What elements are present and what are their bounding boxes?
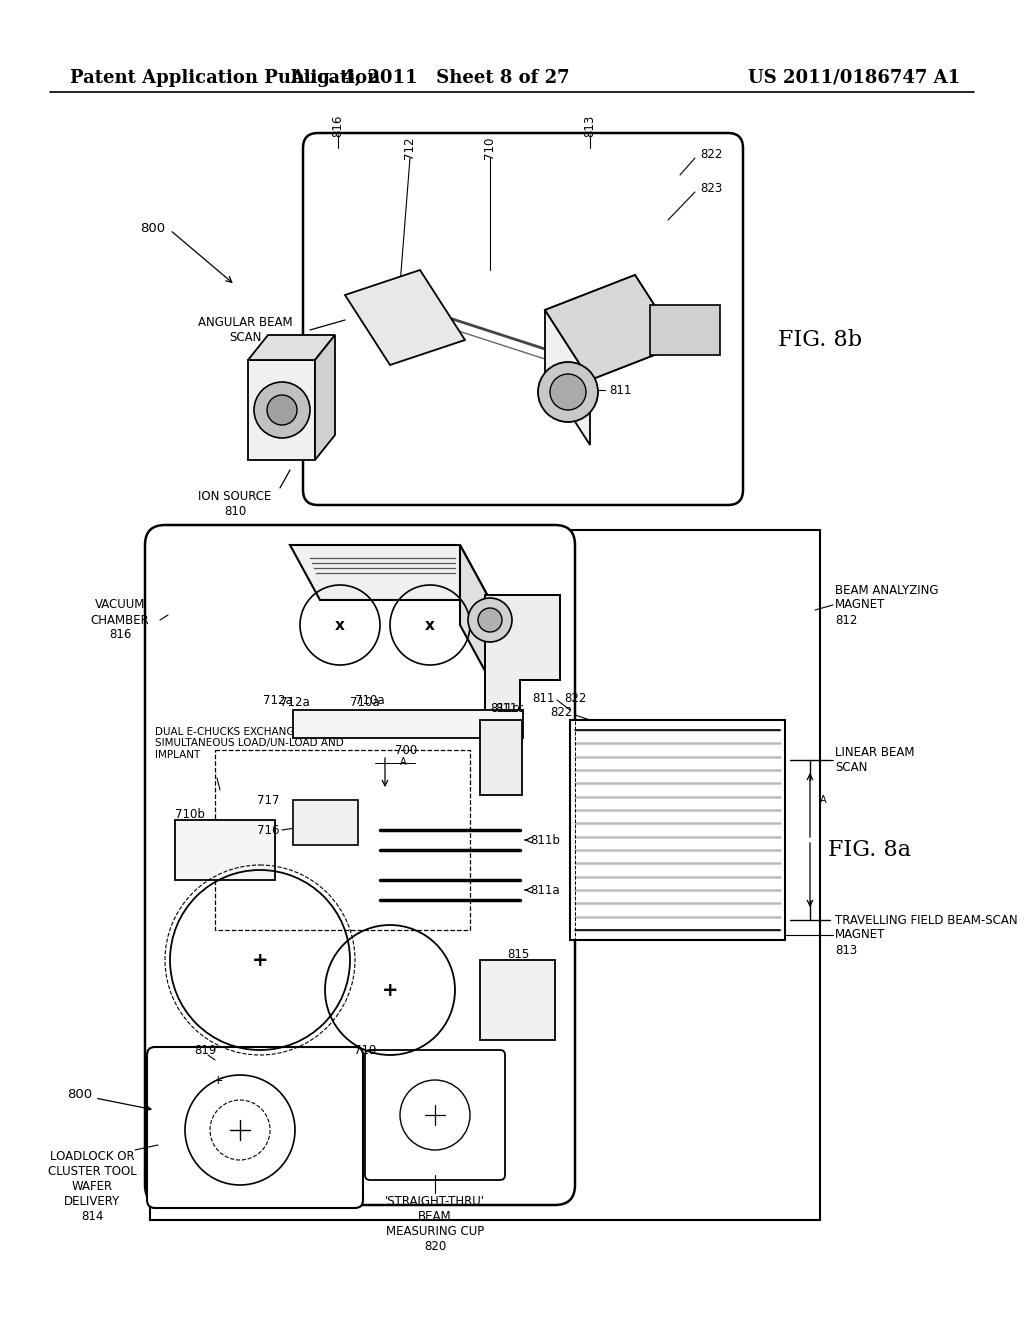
Text: FIG. 8a: FIG. 8a bbox=[828, 840, 911, 861]
Text: DUAL E-CHUCKS EXCHANGE POSITION FOR
SIMULTANEOUS LOAD/UN-LOAD AND
IMPLANT: DUAL E-CHUCKS EXCHANGE POSITION FOR SIMU… bbox=[155, 727, 378, 760]
Text: BEAM ANALYZING
MAGNET
812: BEAM ANALYZING MAGNET 812 bbox=[835, 583, 939, 627]
Text: 823: 823 bbox=[700, 181, 722, 194]
Text: Patent Application Publication: Patent Application Publication bbox=[70, 69, 380, 87]
Text: LINEAR BEAM
SCAN: LINEAR BEAM SCAN bbox=[835, 746, 914, 774]
Polygon shape bbox=[248, 360, 315, 459]
Circle shape bbox=[254, 381, 310, 438]
Text: 815: 815 bbox=[507, 949, 529, 961]
Text: TRAVELLING FIELD BEAM-SCAN
MAGNET
813: TRAVELLING FIELD BEAM-SCAN MAGNET 813 bbox=[835, 913, 1018, 957]
Text: 819: 819 bbox=[194, 1044, 216, 1056]
Circle shape bbox=[550, 374, 586, 411]
Circle shape bbox=[267, 395, 297, 425]
Text: 717: 717 bbox=[257, 793, 280, 807]
Polygon shape bbox=[315, 335, 335, 459]
Text: 811b: 811b bbox=[530, 833, 560, 846]
Bar bbox=[293, 710, 523, 738]
Polygon shape bbox=[545, 275, 680, 380]
Polygon shape bbox=[345, 271, 465, 366]
Text: LOADLOCK OR
CLUSTER TOOL
WAFER
DELIVERY
814: LOADLOCK OR CLUSTER TOOL WAFER DELIVERY … bbox=[48, 1150, 136, 1224]
Polygon shape bbox=[460, 545, 490, 680]
Bar bbox=[480, 960, 555, 1040]
Text: 822: 822 bbox=[551, 705, 573, 718]
Polygon shape bbox=[545, 275, 680, 380]
Text: Aug. 4, 2011   Sheet 8 of 27: Aug. 4, 2011 Sheet 8 of 27 bbox=[290, 69, 569, 87]
Circle shape bbox=[468, 598, 512, 642]
Text: x: x bbox=[335, 618, 345, 632]
Text: +: + bbox=[382, 981, 398, 999]
Text: 822: 822 bbox=[700, 148, 722, 161]
Text: 800: 800 bbox=[140, 222, 165, 235]
Text: 811c: 811c bbox=[496, 701, 524, 714]
Bar bbox=[570, 719, 785, 940]
Text: +: + bbox=[252, 950, 268, 969]
Text: ION SOURCE
810: ION SOURCE 810 bbox=[199, 490, 271, 517]
Text: 710b: 710b bbox=[175, 808, 205, 821]
Polygon shape bbox=[650, 305, 720, 355]
FancyBboxPatch shape bbox=[303, 133, 743, 506]
Text: 710a: 710a bbox=[350, 696, 380, 709]
Bar bbox=[575, 719, 785, 940]
FancyBboxPatch shape bbox=[365, 1049, 505, 1180]
Text: VACUUM
CHAMBER
816: VACUUM CHAMBER 816 bbox=[91, 598, 150, 642]
Text: 'STRAIGHT-THRU'
BEAM
MEASURING CUP
820: 'STRAIGHT-THRU' BEAM MEASURING CUP 820 bbox=[385, 1195, 485, 1253]
Circle shape bbox=[538, 362, 598, 422]
Text: US 2011/0186747 A1: US 2011/0186747 A1 bbox=[748, 69, 961, 87]
Bar bbox=[175, 820, 275, 880]
FancyBboxPatch shape bbox=[145, 525, 575, 1205]
Polygon shape bbox=[485, 595, 560, 719]
Bar bbox=[150, 531, 820, 1220]
Text: 700: 700 bbox=[395, 743, 417, 756]
Text: FIG. 8b: FIG. 8b bbox=[778, 329, 862, 351]
Text: 710a: 710a bbox=[355, 693, 385, 706]
Text: 816: 816 bbox=[332, 115, 344, 137]
Text: 712a: 712a bbox=[263, 693, 293, 706]
Text: 813: 813 bbox=[584, 115, 597, 137]
Bar bbox=[480, 719, 522, 795]
Text: 811a: 811a bbox=[530, 883, 560, 896]
Text: 811c: 811c bbox=[490, 701, 519, 714]
Text: 800: 800 bbox=[67, 1089, 92, 1101]
Text: 712: 712 bbox=[403, 137, 417, 160]
Text: ANGULAR BEAM
SCAN: ANGULAR BEAM SCAN bbox=[198, 315, 292, 345]
Text: 712a: 712a bbox=[281, 696, 310, 709]
Text: A: A bbox=[820, 795, 826, 805]
Text: +: + bbox=[213, 1073, 223, 1086]
Text: 811: 811 bbox=[609, 384, 631, 396]
Text: x: x bbox=[425, 618, 435, 632]
Bar bbox=[215, 750, 470, 931]
Polygon shape bbox=[290, 545, 490, 601]
Bar bbox=[293, 800, 358, 845]
Text: 719: 719 bbox=[353, 1044, 376, 1056]
FancyBboxPatch shape bbox=[147, 1047, 362, 1208]
Circle shape bbox=[478, 609, 502, 632]
Text: A: A bbox=[400, 756, 407, 767]
Polygon shape bbox=[545, 310, 590, 445]
Text: 811: 811 bbox=[532, 692, 555, 705]
Text: 710: 710 bbox=[483, 137, 497, 160]
Text: 716: 716 bbox=[257, 824, 280, 837]
Polygon shape bbox=[248, 335, 335, 360]
Text: 822: 822 bbox=[564, 692, 586, 705]
